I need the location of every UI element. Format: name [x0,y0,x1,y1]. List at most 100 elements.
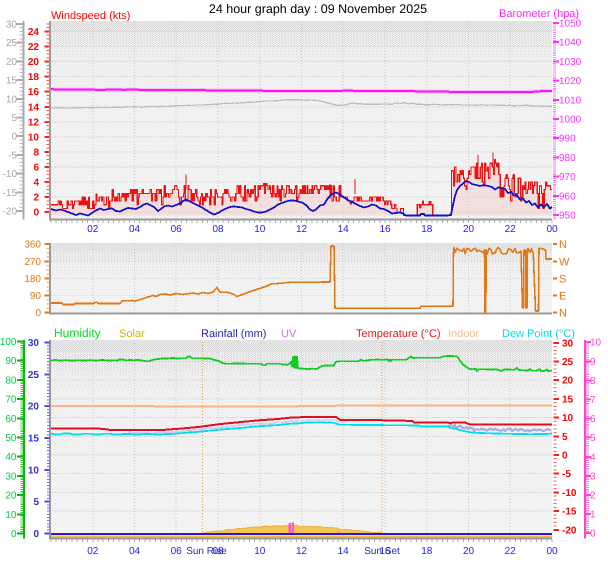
svg-text:9: 9 [590,357,596,368]
svg-text:Humidity: Humidity [54,326,101,340]
svg-text:6: 6 [33,163,39,174]
svg-text:10: 10 [5,510,17,521]
svg-text:N: N [559,239,567,251]
svg-text:980: 980 [559,153,576,164]
svg-text:Barometer (hpa): Barometer (hpa) [499,8,579,20]
svg-text:0: 0 [11,132,17,143]
svg-text:10: 10 [254,224,266,235]
svg-text:950: 950 [559,211,576,222]
svg-text:5: 5 [11,113,17,124]
svg-text:14: 14 [338,224,350,235]
svg-text:10: 10 [254,546,266,557]
svg-text:1: 1 [590,510,596,521]
svg-text:1000: 1000 [559,115,582,126]
svg-text:-20: -20 [3,207,18,218]
svg-text:30: 30 [5,471,17,482]
svg-text:S: S [559,273,566,285]
svg-text:10: 10 [562,413,574,424]
svg-text:100: 100 [0,337,17,348]
svg-text:50: 50 [5,433,17,444]
svg-text:4: 4 [590,452,596,463]
svg-text:-15: -15 [562,507,577,518]
svg-text:-15: -15 [3,188,18,199]
svg-text:22: 22 [505,224,517,235]
svg-text:Dew Point (°C): Dew Point (°C) [502,328,575,340]
svg-text:18: 18 [421,224,433,235]
svg-text:-5: -5 [8,150,17,161]
svg-text:24 hour graph day : 09 Novembe: 24 hour graph day : 09 November 2025 [209,2,427,16]
svg-text:Indoor: Indoor [448,328,480,340]
svg-text:02: 02 [87,224,99,235]
svg-text:10: 10 [6,94,18,105]
svg-text:00: 00 [546,546,558,557]
svg-text:0: 0 [11,529,17,540]
svg-text:270: 270 [24,257,41,268]
svg-text:12: 12 [296,224,308,235]
svg-text:25: 25 [28,370,40,381]
svg-text:16: 16 [28,87,40,98]
svg-text:30: 30 [562,338,574,349]
svg-text:20: 20 [28,57,40,68]
svg-text:Temperature (°C): Temperature (°C) [356,328,440,340]
svg-text:5: 5 [562,432,568,443]
svg-text:970: 970 [559,172,576,183]
svg-text:04: 04 [129,546,141,557]
svg-text:10: 10 [28,465,40,476]
svg-text:22: 22 [28,42,40,53]
svg-text:E: E [559,291,566,303]
svg-text:06: 06 [171,224,183,235]
svg-text:0: 0 [562,451,568,462]
svg-text:90: 90 [30,291,42,302]
svg-text:12: 12 [296,546,308,557]
svg-text:UV: UV [281,328,297,340]
svg-text:Solar: Solar [119,328,145,340]
svg-text:360: 360 [24,240,41,251]
svg-text:12: 12 [28,117,40,128]
svg-text:24: 24 [28,27,40,38]
svg-text:960: 960 [559,191,576,202]
svg-text:5: 5 [590,433,596,444]
svg-text:20: 20 [463,224,475,235]
svg-text:02: 02 [87,546,99,557]
svg-text:40: 40 [5,452,17,463]
svg-text:7: 7 [590,395,596,406]
svg-text:10: 10 [590,338,602,349]
svg-text:20: 20 [463,546,475,557]
svg-text:4: 4 [33,178,39,189]
svg-text:15: 15 [6,76,18,87]
svg-text:8: 8 [590,376,596,387]
svg-text:1020: 1020 [559,76,582,87]
svg-text:04: 04 [129,224,141,235]
svg-text:Windspeed (kts): Windspeed (kts) [51,10,130,22]
svg-text:W: W [559,256,570,268]
svg-text:25: 25 [562,357,574,368]
svg-text:N: N [559,308,567,320]
svg-text:1040: 1040 [559,38,582,49]
svg-text:20: 20 [6,57,18,68]
svg-text:18: 18 [421,546,433,557]
svg-text:3: 3 [590,471,596,482]
svg-text:1010: 1010 [559,95,582,106]
svg-text:80: 80 [5,375,17,386]
svg-text:15: 15 [562,394,574,405]
svg-text:Sun Set: Sun Set [364,546,400,557]
svg-text:15: 15 [28,434,40,445]
svg-text:06: 06 [171,546,183,557]
svg-text:8: 8 [33,148,39,159]
svg-text:30: 30 [28,338,40,349]
svg-text:Rainfall (mm): Rainfall (mm) [201,328,266,340]
svg-text:90: 90 [5,356,17,367]
svg-text:180: 180 [24,274,41,285]
svg-text:2: 2 [590,491,596,502]
svg-text:08: 08 [212,546,224,557]
svg-text:5: 5 [33,497,39,508]
svg-text:-5: -5 [562,469,571,480]
svg-text:1030: 1030 [559,57,582,68]
svg-text:0: 0 [35,308,41,319]
svg-text:16: 16 [379,224,391,235]
svg-text:-20: -20 [562,525,577,536]
svg-text:08: 08 [212,224,224,235]
svg-text:20: 20 [562,376,574,387]
svg-text:990: 990 [559,134,576,145]
svg-text:Sun Rise: Sun Rise [186,546,227,557]
